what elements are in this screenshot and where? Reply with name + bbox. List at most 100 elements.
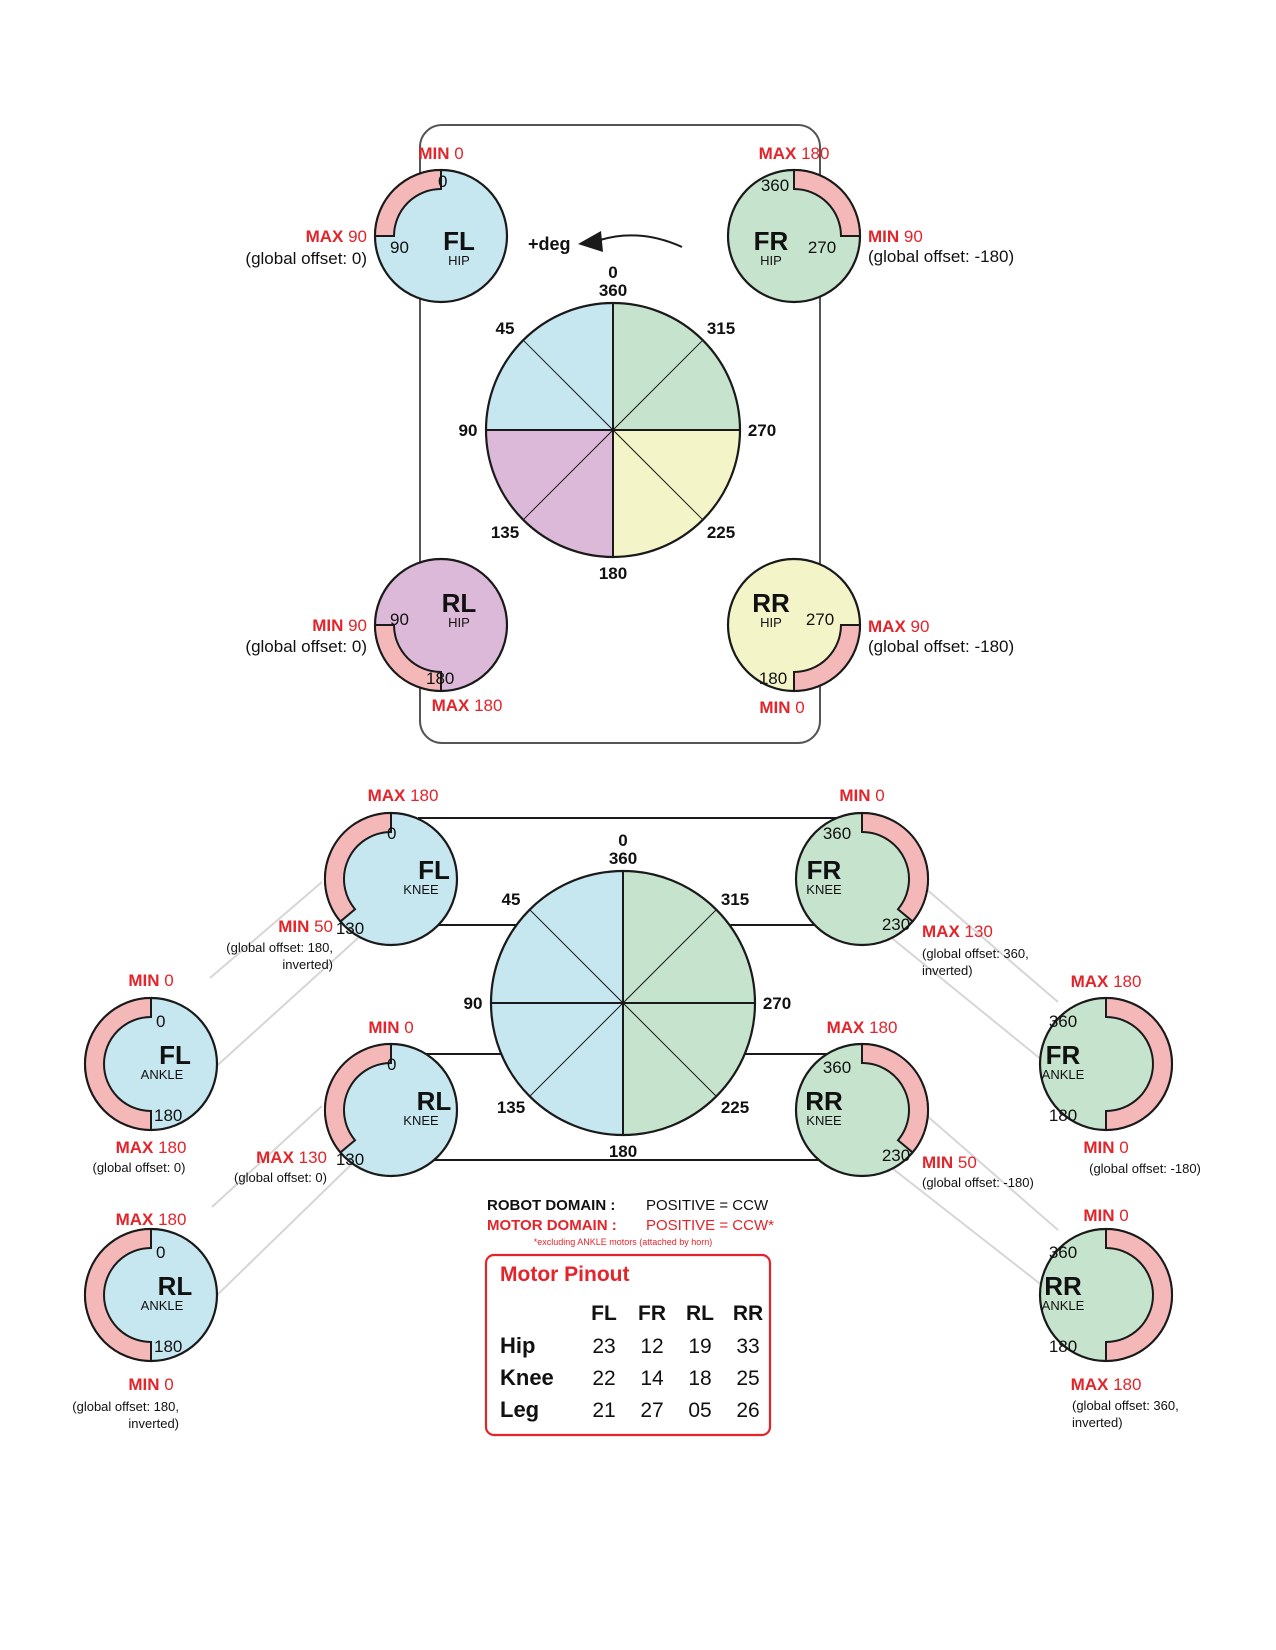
limit-label-max: MAX 90: [306, 227, 367, 246]
limit-label-max: MAX 130: [256, 1148, 327, 1167]
dial-rim: [489, 869, 757, 1137]
dial-angle-label: 360: [599, 281, 627, 300]
dial-angle-label: 270: [748, 421, 776, 440]
pinout-cell: 14: [640, 1367, 664, 1390]
motor-joint-label: ANKLE: [141, 1067, 184, 1082]
pinout-col-header: FL: [591, 1302, 617, 1325]
limit-value: 0: [159, 971, 173, 990]
dial-angle-label: 90: [459, 421, 478, 440]
limit-value: 0: [449, 144, 463, 163]
motor-joint-label: KNEE: [403, 1113, 439, 1128]
range-endpoint-label: 180: [426, 669, 454, 688]
dial-angle-label: 180: [609, 1142, 637, 1161]
motor-joint-label: ANKLE: [1042, 1298, 1085, 1313]
range-endpoint-label: 0: [156, 1012, 165, 1031]
direction-label: +deg: [528, 234, 571, 254]
range-endpoint-label: 180: [759, 669, 787, 688]
limit-label-min: MIN 0: [128, 1375, 173, 1394]
limit-value: 180: [1108, 1375, 1141, 1394]
limit-value: 180: [864, 1018, 897, 1037]
limit-label-max: MAX 180: [1071, 972, 1142, 991]
dial-angle-label: 135: [491, 523, 519, 542]
link-line: [887, 1164, 1049, 1291]
domain-footnote: *excluding ANKLE motors (attached by hor…: [534, 1237, 713, 1247]
global-offset-note: (global offset: 0): [245, 637, 367, 656]
motor-name: FR: [807, 855, 842, 885]
dial-angle-label: 0: [618, 831, 627, 850]
dial-angle-label: 180: [599, 564, 627, 583]
limit-key: MAX: [432, 696, 470, 715]
limit-label-min: MIN 0: [128, 971, 173, 990]
global-offset-note: inverted): [128, 1416, 179, 1431]
limit-key: MAX: [1071, 1375, 1109, 1394]
motor-name: FR: [754, 226, 789, 256]
limit-key: MAX: [922, 922, 960, 941]
dial-rim: [484, 301, 742, 559]
global-offset-note: (global offset: 0): [93, 1160, 186, 1175]
dial-angle-label: 0: [608, 263, 617, 282]
motor-domain-value: POSITIVE = CCW*: [646, 1217, 774, 1234]
limit-label-max: MAX 180: [1071, 1375, 1142, 1394]
motor-name: FL: [443, 226, 475, 256]
limit-value: 180: [469, 696, 502, 715]
dial-angle-label: 45: [496, 319, 515, 338]
pinout-cell: 26: [736, 1399, 759, 1422]
link-line: [917, 881, 1059, 1003]
limit-label-min: MIN 90: [868, 227, 923, 246]
global-offset-note: (global offset: 0): [245, 249, 367, 268]
limit-key: MAX: [1071, 972, 1109, 991]
limit-key: MAX: [827, 1018, 865, 1037]
dial-angle-label: 270: [763, 994, 791, 1013]
range-endpoint-label: 360: [1049, 1012, 1077, 1031]
pinout-cell: 27: [640, 1399, 663, 1422]
motor-name: FR: [1046, 1040, 1081, 1070]
limit-value: 90: [343, 616, 367, 635]
limit-label-max: MAX 180: [432, 696, 503, 715]
link-line: [917, 1107, 1059, 1231]
limit-value: 50: [953, 1153, 977, 1172]
limit-key: MIN: [128, 1375, 159, 1394]
robot-domain-value: POSITIVE = CCW: [646, 1197, 769, 1214]
global-offset-note: (global offset: 180,: [72, 1399, 179, 1414]
range-endpoint-label: 90: [390, 610, 409, 629]
link-line: [211, 1105, 323, 1208]
limit-value: 180: [796, 144, 829, 163]
range-endpoint-label: 360: [761, 176, 789, 195]
limit-label-max: MAX 180: [116, 1138, 187, 1157]
limit-key: MAX: [368, 786, 406, 805]
range-endpoint-label: 0: [387, 1055, 396, 1074]
motor-range-band: [84, 996, 152, 1132]
motor-name: FL: [159, 1040, 191, 1070]
global-offset-note: (global offset: -180): [922, 1175, 1034, 1190]
global-offset-note: (global offset: 360,: [922, 946, 1029, 961]
motor-joint-label: ANKLE: [141, 1298, 184, 1313]
leg-link-lines: [209, 881, 1059, 1301]
limit-key: MIN: [368, 1018, 399, 1037]
limit-label-min: MIN 0: [418, 144, 463, 163]
limit-value: 0: [870, 786, 884, 805]
range-endpoint-label: 180: [154, 1337, 182, 1356]
link-line: [209, 937, 359, 1073]
limit-label-min: MIN 0: [759, 698, 804, 717]
range-endpoint-label: 230: [882, 915, 910, 934]
motor-name: RR: [1044, 1271, 1082, 1301]
motor-joint-label: HIP: [448, 253, 470, 268]
motor-pinout-table: Motor Pinout FL FR RL RR Hip 23 12 19 33 Knee 22 14 1…: [484, 1253, 772, 1437]
robot-domain-label: ROBOT DOMAIN :: [487, 1197, 615, 1214]
robot-body-outline: [419, 124, 821, 744]
limit-key: MIN: [839, 786, 870, 805]
pinout-col-header: FR: [638, 1302, 666, 1325]
limit-value: 90: [906, 617, 930, 636]
motor-domain-label: MOTOR DOMAIN :: [487, 1217, 617, 1234]
motor-range-band: [793, 168, 862, 237]
limit-value: 130: [960, 922, 993, 941]
motor-name: RL: [442, 588, 477, 618]
pinout-col-header: RR: [733, 1302, 763, 1325]
range-endpoint-label: 230: [882, 1146, 910, 1165]
